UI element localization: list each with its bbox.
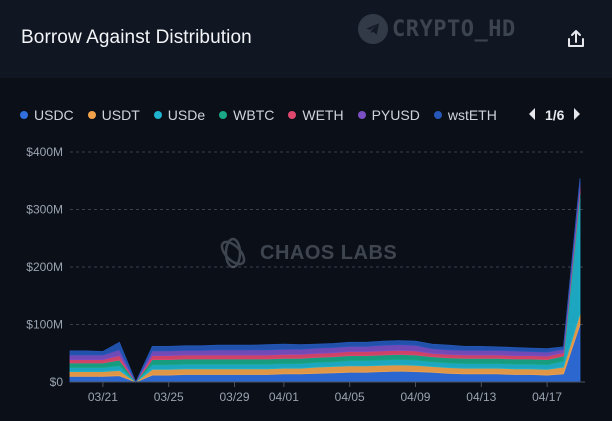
crypto-hd-watermark: CRYPTO_HD <box>358 14 516 44</box>
legend-dot <box>357 111 366 119</box>
legend-label: USDe <box>167 107 206 123</box>
chevron-left-icon <box>529 107 535 120</box>
y-tick-label: $100M <box>26 318 63 332</box>
x-tick-label: 04/01 <box>269 390 299 404</box>
series-area-pyusd[interactable] <box>69 181 581 383</box>
legend-dot <box>433 111 442 119</box>
x-tick-label: 04/09 <box>400 390 430 404</box>
legend-dot <box>87 111 96 119</box>
x-tick-label: 04/17 <box>532 390 562 404</box>
legend-dot <box>219 111 228 119</box>
y-tick-label: $400M <box>26 145 63 159</box>
y-tick-label: $300M <box>26 203 63 217</box>
chaos-labs-logo-icon <box>220 237 246 269</box>
legend-item-wbtc[interactable]: WBTC <box>219 107 274 123</box>
series-area-wsteth[interactable] <box>69 178 581 383</box>
chevron-right-icon <box>574 107 581 120</box>
next-page-button[interactable] <box>572 107 582 124</box>
legend-pager: 1/6 <box>527 105 582 125</box>
share-icon <box>568 30 584 47</box>
x-tick-label: 04/05 <box>335 390 365 404</box>
chart-header: Borrow Against Distribution CRYPTO_HD <box>0 0 612 78</box>
legend-label: WBTC <box>233 107 275 123</box>
chart-title: Borrow Against Distribution <box>21 27 252 48</box>
legend-item-usdt[interactable]: USDT <box>87 107 140 123</box>
chaos-labs-watermark: CHAOS LABS <box>216 236 397 270</box>
x-tick-label: 04/13 <box>466 390 496 404</box>
chaos-labs-watermark-text: CHAOS LABS <box>260 241 398 264</box>
legend-label: WETH <box>302 107 344 123</box>
x-tick-label: 03/25 <box>154 390 184 404</box>
legend-item-weth[interactable]: WETH <box>288 107 344 123</box>
x-tick-label: 03/29 <box>220 390 250 404</box>
legend-label: wstETH <box>447 107 497 123</box>
telegram-icon <box>358 14 388 44</box>
legend-item-pyusd[interactable]: PYUSD <box>357 107 420 123</box>
legend-item-wsteth[interactable]: wstETH <box>433 107 497 123</box>
prev-page-button[interactable] <box>527 107 537 124</box>
legend-dot <box>20 111 28 119</box>
legend-label: USDT <box>101 107 140 123</box>
y-tick-label: $0 <box>50 375 64 389</box>
legend-dot <box>153 111 162 119</box>
legend-item-usdc[interactable]: USDC <box>20 107 74 123</box>
legend-label: PYUSD <box>371 107 420 123</box>
crypto-hd-watermark-text: CRYPTO_HD <box>392 16 516 42</box>
y-tick-label: $200M <box>26 260 63 274</box>
x-tick-label: 03/21 <box>88 390 118 404</box>
legend-item-usde[interactable]: USDe <box>153 107 206 123</box>
legend-dot <box>288 111 297 119</box>
legend-page-indicator: 1/6 <box>545 107 565 123</box>
share-button[interactable] <box>564 27 588 51</box>
legend-label: USDC <box>34 107 74 123</box>
chart-legend: USDC USDT USDe WBTC WETH PYUSD wstETH <box>20 106 497 124</box>
